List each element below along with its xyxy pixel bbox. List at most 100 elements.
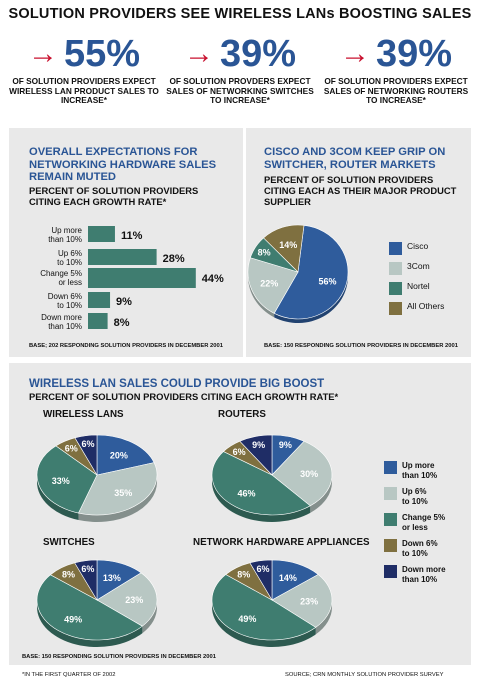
wireless-lans-pie-slice-3 [36, 445, 98, 514]
stat-routers: → 39% OF SOLUTION PROVIDERS EXPECT SALES … [321, 34, 471, 106]
appliances-label: NETWORK HARDWARE APPLIANCES [193, 537, 370, 548]
wireless-lans-pie-side-2 [78, 475, 157, 522]
infographic-title: SOLUTION PROVIDERS SEE WIRELESS LANs BOO… [8, 6, 472, 22]
wireless-subtitle: PERCENT OF SOLUTION PROVIDERS CITING EAC… [29, 391, 339, 402]
switches-pie-value-label: 6% [81, 564, 94, 574]
bar-category-label: Change 5% or less [40, 269, 82, 287]
wireless-title: WIRELESS LAN SALES COULD PROVIDE BIG BOO… [29, 378, 325, 390]
wireless-lans-pie-slice-2 [78, 462, 158, 516]
switches-pie-value-label: 49% [64, 614, 82, 624]
routers-pie-value-label: 9% [279, 440, 292, 450]
legend-item: Up more than 10% [384, 461, 437, 480]
supplier-pie-value-label: 8% [258, 248, 271, 258]
bar-value-label: 9% [116, 296, 132, 308]
legend-item: Down 6% to 10% [384, 539, 438, 558]
routers-pie-slice-3 [211, 451, 311, 516]
supplier-pie-side-1 [274, 272, 348, 323]
legend-swatch [384, 461, 397, 474]
appliances-pie-slice-5 [249, 559, 273, 602]
legend-item: Change 5% or less [384, 513, 445, 532]
expectations-title: OVERALL EXPECTATIONS FOR NETWORKING HARD… [29, 146, 217, 183]
legend-label: Down 6% to 10% [402, 539, 438, 558]
legend-swatch [389, 262, 402, 275]
stat-value: 39% [219, 33, 297, 75]
stat-description: OF SOLUTION PROVIDERS EXPECT WIRELESS LA… [9, 76, 159, 105]
routers-pie-value-label: 9% [252, 440, 265, 450]
legend-item: Up 6% to 10% [384, 487, 428, 506]
bar-value-label: 8% [114, 317, 130, 329]
stat-switches: → 39% OF SOLUTION PROVDERS EXPECT SALES O… [165, 34, 315, 106]
arrow-icon: → [183, 37, 214, 70]
stat-value: 39% [375, 33, 453, 75]
routers-pie-slice-5 [239, 434, 273, 476]
footnote: *IN THE FIRST QUARTER OF 2002 [22, 672, 116, 678]
legend-swatch [389, 302, 402, 315]
legend-swatch [384, 513, 397, 526]
appliances-pie-value-label: 6% [256, 564, 269, 574]
legend-label: 3Com [407, 261, 430, 271]
appliances-pie-value-label: 23% [300, 596, 318, 606]
appliances-pie-side-2 [315, 600, 332, 635]
suppliers-base-note: BASE: 150 RESPONDING SOLUTION PROVIDERS … [264, 343, 458, 349]
appliances-pie-side-3 [212, 600, 316, 648]
bar-5 [88, 313, 108, 329]
legend-label: Up more than 10% [402, 461, 438, 480]
routers-pie-value-label: 30% [300, 469, 318, 479]
expectations-subtitle: PERCENT OF SOLUTION PROVIDERS CITING EAC… [29, 185, 199, 207]
wireless-lans-pie-value-label: 20% [110, 450, 128, 460]
stat-description: OF SOLUTION PROVIDERS EXPECT SALES OF NE… [323, 76, 469, 105]
switches-pie-slice-3 [36, 574, 143, 641]
legend-label: Nortel [407, 281, 430, 291]
switches-pie-value-label: 13% [103, 573, 121, 583]
legend-swatch [384, 487, 397, 500]
wireless-lans-pie-value-label: 35% [114, 488, 132, 498]
source-note: SOURCE; CRN MONTHLY SOLUTION PROVIDER SU… [285, 672, 444, 678]
switches-pie-side-2 [142, 600, 157, 634]
supplier-pie-side-2 [248, 272, 275, 318]
appliances-pie-slice-2 [271, 574, 333, 628]
legend-label: Down more than 10% [402, 565, 446, 584]
wireless-lans-pie-slice-1 [96, 434, 155, 476]
routers-label: ROUTERS [218, 409, 266, 420]
arrow-icon: → [27, 37, 58, 70]
supplier-pie-value-label: 56% [319, 276, 337, 286]
supplier-pie-slice-1 [273, 225, 349, 320]
wireless-base-note: BASE: 150 RESPONDING SOLUTION PROVIDERS … [22, 654, 216, 660]
legend-label: Up 6% to 10% [402, 487, 428, 506]
bar-category-label: Up more than 10% [48, 226, 82, 244]
appliances-pie-value-label: 49% [238, 614, 256, 624]
legend-item: 3Com [389, 261, 430, 275]
routers-pie-value-label: 46% [238, 489, 256, 499]
bar-3 [88, 268, 196, 288]
legend-item: Nortel [389, 281, 430, 295]
legend-item: Down more than 10% [384, 565, 446, 584]
bar-category-label: Down 6% to 10% [47, 292, 82, 310]
legend-label: Change 5% or less [402, 513, 446, 532]
switches-pie-slice-2 [96, 572, 158, 627]
bar-1 [88, 226, 115, 242]
arrow-icon: → [339, 37, 370, 70]
switches-label: SWITCHES [43, 537, 95, 548]
legend-label: All Others [407, 301, 445, 311]
switches-pie-side-3 [36, 600, 143, 647]
wireless-lans-pie-value-label: 33% [52, 476, 70, 486]
legend-swatch [384, 539, 397, 552]
wireless-lans-pie-side-3 [37, 475, 79, 521]
bar-value-label: 28% [163, 253, 185, 265]
routers-pie-side-2 [310, 475, 332, 513]
switches-pie-slice-5 [74, 559, 98, 602]
appliances-pie-value-label: 8% [237, 570, 250, 580]
routers-pie-slice-2 [271, 440, 333, 507]
legend-item: Cisco [389, 241, 428, 255]
suppliers-title: CISCO AND 3COM KEEP GRIP ON SWITCHER, RO… [264, 146, 446, 171]
stat-wireless-lan: → 55% OF SOLUTION PROVIDERS EXPECT WIRELE… [9, 34, 159, 106]
wireless-lans-pie-slice-5 [74, 434, 98, 477]
bar-category-label: Up 6% to 10% [57, 249, 82, 267]
appliances-pie-slice-1 [271, 559, 319, 601]
expectations-base-note: BASE; 202 RESPONDING SOLUTION PROVIDERS … [29, 343, 223, 349]
legend-swatch [389, 242, 402, 255]
wireless-lans-pie-value-label: 6% [81, 439, 94, 449]
